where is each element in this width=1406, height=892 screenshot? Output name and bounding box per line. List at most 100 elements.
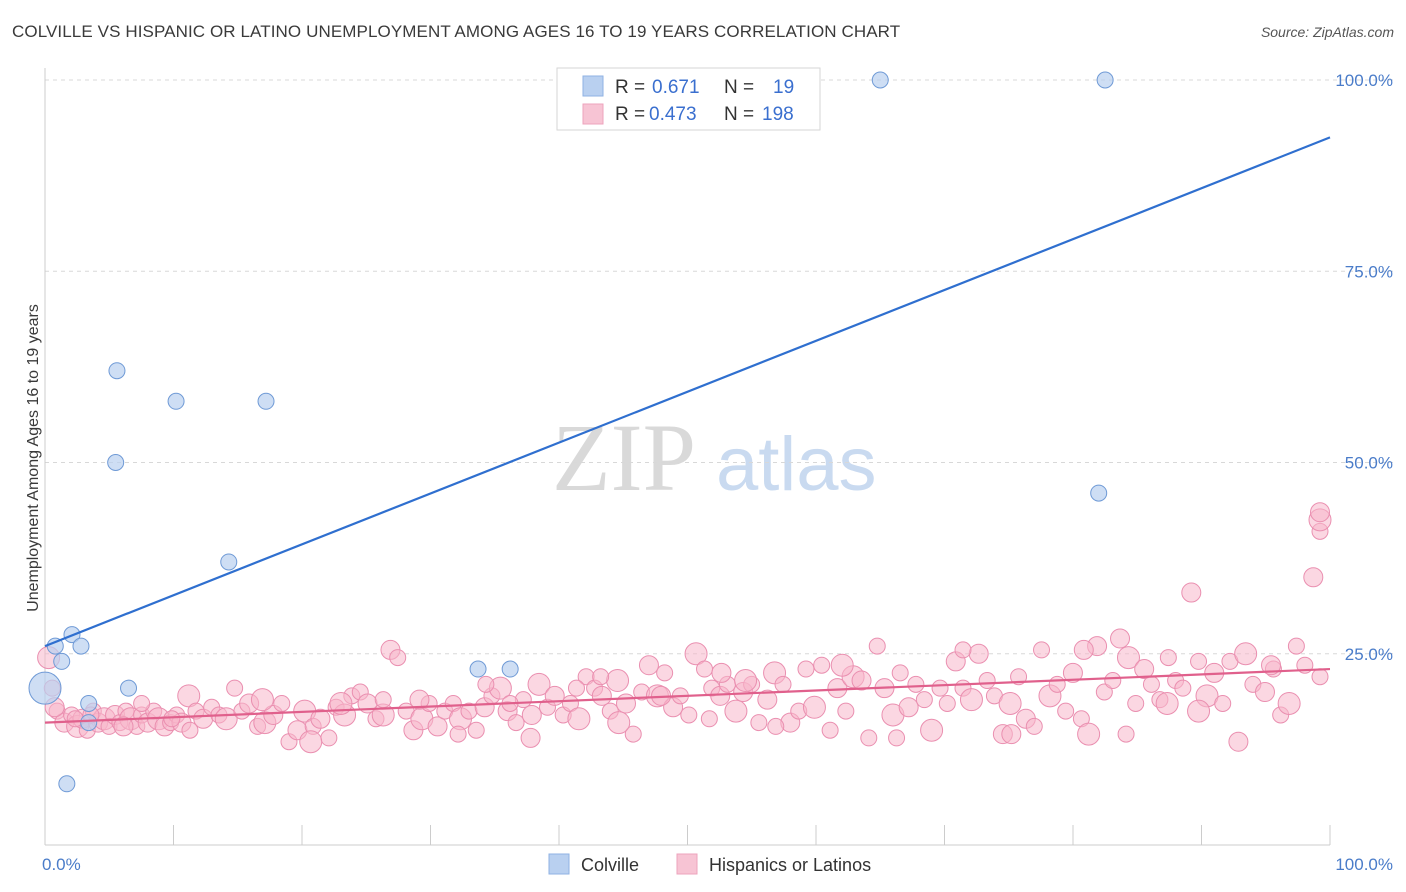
colville-point [257, 392, 275, 410]
series-colville-points [28, 71, 1114, 793]
legend-r-label: R = [615, 77, 645, 98]
trend-lines [44, 136, 1331, 724]
hispanics-point [1159, 649, 1177, 667]
hispanics-point [1228, 731, 1249, 752]
hispanics-point [821, 721, 839, 739]
hispanics-point [1048, 675, 1066, 693]
hispanics-point [320, 729, 338, 747]
hispanics-point [680, 706, 698, 724]
hispanics-point [592, 668, 610, 686]
colville-point [28, 671, 62, 705]
hispanics-point [797, 660, 815, 678]
colville-point [80, 714, 98, 732]
hispanics-point [656, 664, 674, 682]
hispanics-point [638, 655, 659, 676]
hispanics-point [1287, 637, 1305, 655]
colville-point [120, 679, 138, 697]
watermark-zip: ZIP [552, 404, 696, 511]
hispanics-trend-line [44, 667, 1331, 724]
hispanics-point [1303, 567, 1324, 588]
hispanics-point [567, 679, 585, 697]
hispanics-point [113, 716, 134, 737]
y-tick-label: 75.0% [1345, 262, 1393, 281]
hispanics-point [1110, 628, 1131, 649]
hispanics-point [299, 730, 323, 754]
hispanics-point [1025, 717, 1043, 735]
hispanics-point [624, 725, 642, 743]
colville-point [220, 553, 238, 571]
legend-r-value: 0.671 [652, 77, 700, 98]
chart-title: COLVILLE VS HISPANIC OR LATINO UNEMPLOYM… [12, 22, 901, 41]
hispanics-point [898, 697, 919, 718]
legend-n-value: 198 [762, 104, 794, 125]
watermark-atlas: atlas [716, 422, 877, 507]
colville-point [1096, 71, 1114, 89]
hispanics-point [1127, 694, 1145, 712]
hispanics-point [1254, 682, 1275, 702]
hispanics-point [427, 716, 448, 737]
hispanics-point [1077, 722, 1101, 746]
hispanics-point [1311, 668, 1329, 686]
hispanics-point [938, 694, 956, 712]
hispanics-point [968, 643, 989, 664]
hispanics-point [954, 641, 972, 659]
hispanics-point [920, 718, 944, 742]
bottom-legend-colville: Colville [581, 855, 639, 875]
hispanics-point [1117, 725, 1135, 743]
hispanics-point [1181, 582, 1202, 603]
colville-point [58, 775, 76, 793]
colville-point [501, 660, 519, 678]
colville-point [871, 71, 889, 89]
hispanics-point [181, 721, 199, 739]
hispanics-point [931, 679, 949, 697]
hispanics-point [226, 679, 244, 697]
hispanics-point [374, 691, 392, 709]
hispanics-point [1310, 502, 1330, 523]
hispanics-point [1010, 668, 1028, 686]
hispanics-point [1057, 702, 1075, 720]
hispanics-point [860, 729, 878, 747]
hispanics-point [1234, 642, 1258, 666]
colville-trend-line [44, 136, 1331, 648]
hispanics-point [520, 727, 541, 748]
hispanics-point [273, 694, 291, 712]
y-tick-label: 100.0% [1335, 71, 1393, 90]
hispanics-point [250, 688, 274, 712]
hispanics-point [837, 702, 855, 720]
colville-point [1090, 484, 1108, 502]
hispanics-point [734, 669, 758, 693]
bottom-legend-swatch-colville [548, 853, 570, 875]
axes [44, 68, 1331, 846]
hispanics-point [696, 660, 714, 678]
hispanics-point [978, 672, 996, 690]
hispanics-point [802, 695, 826, 719]
grid-lines [45, 79, 1395, 655]
hispanics-point [1142, 675, 1160, 693]
hispanics-point [1073, 639, 1094, 660]
hispanics-point [606, 669, 630, 693]
legend-swatch-hispanics [582, 103, 604, 125]
hispanics-point [888, 729, 906, 747]
hispanics-point [389, 649, 407, 667]
hispanics-point [998, 691, 1022, 715]
hispanics-point [1134, 659, 1155, 680]
hispanics-point [591, 685, 612, 706]
legend-n-label: N = [724, 77, 754, 98]
hispanics-point [915, 691, 933, 709]
hispanics-point [214, 707, 238, 731]
hispanics-point [750, 714, 768, 732]
legend-n-label: N = [724, 104, 754, 125]
hispanics-point [1116, 646, 1140, 670]
hispanics-point [774, 675, 792, 693]
tick-labels: 25.0% 50.0% 75.0% 100.0% 0.0% 100.0% [42, 71, 1393, 874]
hispanics-point [1187, 699, 1211, 723]
bottom-legend-hispanics: Hispanics or Latinos [709, 855, 871, 875]
source-label: Source: ZipAtlas.com [1260, 24, 1394, 40]
hispanics-point [163, 710, 181, 728]
hispanics-point [959, 688, 983, 712]
hispanics-point [700, 710, 718, 728]
hispanics-point [1104, 672, 1122, 690]
hispanics-point [1095, 683, 1113, 701]
hispanics-point [310, 708, 331, 729]
colville-point [53, 652, 71, 670]
